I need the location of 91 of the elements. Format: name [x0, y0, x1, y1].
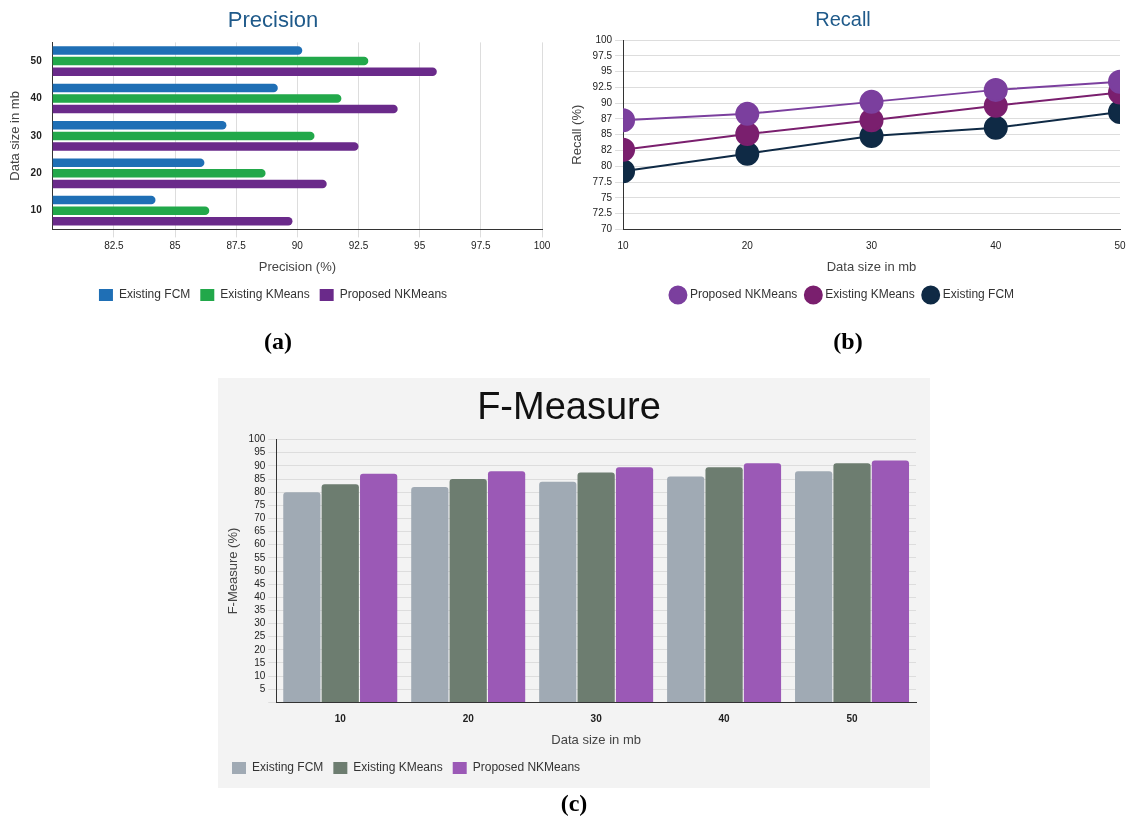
x-tick-label: 20	[741, 240, 754, 252]
y-tick-label: 100	[595, 33, 613, 45]
bar	[487, 471, 526, 702]
x-tick-label: 10	[617, 240, 630, 252]
y-axis-title: F-Measure (%)	[225, 527, 241, 615]
x-tick-label: 30	[865, 240, 878, 252]
x-tick-label: 20	[462, 713, 475, 725]
y-tick-label: 35	[254, 604, 266, 616]
bar	[705, 467, 743, 702]
y-tick-label: 80	[254, 485, 266, 497]
y-tick-label: 80	[600, 160, 613, 172]
y-tick-label: 75	[600, 191, 613, 203]
y-tick-label: 75	[254, 499, 266, 511]
x-axis-title: Precision (%)	[258, 258, 337, 274]
legend-label: Existing FCM	[118, 287, 191, 302]
chart-title: Precision	[227, 7, 319, 33]
bar	[615, 467, 654, 702]
legend-label: Existing FCM	[942, 287, 1015, 302]
legend-label: Existing KMeans	[825, 287, 915, 302]
bar	[449, 479, 487, 702]
x-axis-title: Data size in mb	[551, 731, 641, 747]
bar	[321, 484, 359, 702]
chart-title: F-Measure	[477, 385, 661, 428]
x-tick-label: 40	[990, 240, 1002, 252]
x-tick-label: 92.5	[348, 240, 369, 252]
y-tick-label: 40	[254, 591, 266, 603]
y-axis-title: Data size in mb	[7, 91, 23, 181]
x-tick-label: 82.5	[104, 240, 125, 252]
legend-label: Existing KMeans	[353, 760, 443, 775]
y-tick-label: 20	[30, 167, 43, 179]
y-tick-label: 100	[248, 433, 266, 445]
bar	[539, 481, 577, 702]
y-tick-label: 20	[254, 643, 266, 655]
y-tick-label: 15	[254, 656, 266, 668]
bar	[833, 463, 871, 702]
x-tick-label: 40	[718, 713, 731, 725]
x-axis-title: Data size in mb	[826, 258, 917, 274]
y-tick-label: 87	[600, 112, 613, 124]
y-tick-label: 10	[30, 204, 43, 216]
bar	[360, 473, 398, 702]
y-tick-label: 5	[259, 683, 266, 695]
y-tick-label: 70	[600, 223, 613, 235]
x-tick-label: 10	[334, 713, 347, 725]
x-tick-label: 100	[533, 240, 551, 252]
y-tick-label: 85	[254, 472, 266, 484]
y-tick-label: 65	[254, 525, 266, 537]
y-axis-title: Recall (%)	[569, 104, 585, 165]
legend-label: Existing KMeans	[220, 287, 310, 302]
y-tick-label: 90	[254, 459, 266, 471]
x-tick-label: 50	[1114, 240, 1126, 252]
y-tick-label: 97.5	[592, 49, 613, 61]
y-tick-label: 72.5	[592, 207, 613, 219]
bar	[411, 486, 449, 702]
y-tick-label: 10	[254, 669, 266, 681]
text: (c)	[560, 790, 588, 816]
bar	[667, 476, 705, 702]
y-tick-label: 40	[30, 92, 43, 104]
text: (a)	[264, 328, 292, 354]
y-tick-label: 45	[254, 577, 266, 589]
y-tick-label: 50	[30, 54, 43, 66]
x-tick-label: 85	[169, 240, 182, 252]
x-tick-label: 87.5	[226, 240, 247, 252]
legend-label: Proposed NKMeans	[339, 287, 448, 302]
bar	[283, 492, 321, 702]
legend-label: Existing FCM	[252, 760, 324, 775]
y-tick-label: 60	[254, 538, 266, 550]
legend-label: Proposed NKMeans	[689, 287, 798, 302]
bar	[795, 471, 833, 702]
legend-label: Proposed NKMeans	[472, 760, 581, 775]
x-tick-label: 90	[291, 240, 304, 252]
text: (b)	[833, 328, 863, 354]
y-tick-label: 95	[600, 65, 613, 77]
y-tick-label: 55	[254, 551, 266, 563]
y-tick-label: 95	[254, 446, 266, 458]
x-tick-label: 50	[846, 713, 859, 725]
x-tick-label: 95	[414, 240, 426, 252]
y-tick-label: 77.5	[592, 175, 613, 187]
y-tick-label: 82	[600, 144, 613, 156]
bar	[871, 460, 910, 702]
y-tick-label: 30	[254, 617, 266, 629]
chart-title: Recall	[815, 7, 871, 30]
bar	[577, 472, 615, 702]
y-tick-label: 30	[30, 129, 43, 141]
y-tick-label: 92.5	[592, 81, 613, 93]
y-tick-label: 90	[600, 96, 613, 108]
bar	[743, 463, 782, 702]
y-tick-label: 50	[254, 564, 266, 576]
y-tick-label: 85	[600, 128, 613, 140]
y-tick-label: 70	[254, 512, 266, 524]
x-tick-label: 97.5	[471, 240, 492, 252]
y-tick-label: 25	[254, 630, 266, 642]
